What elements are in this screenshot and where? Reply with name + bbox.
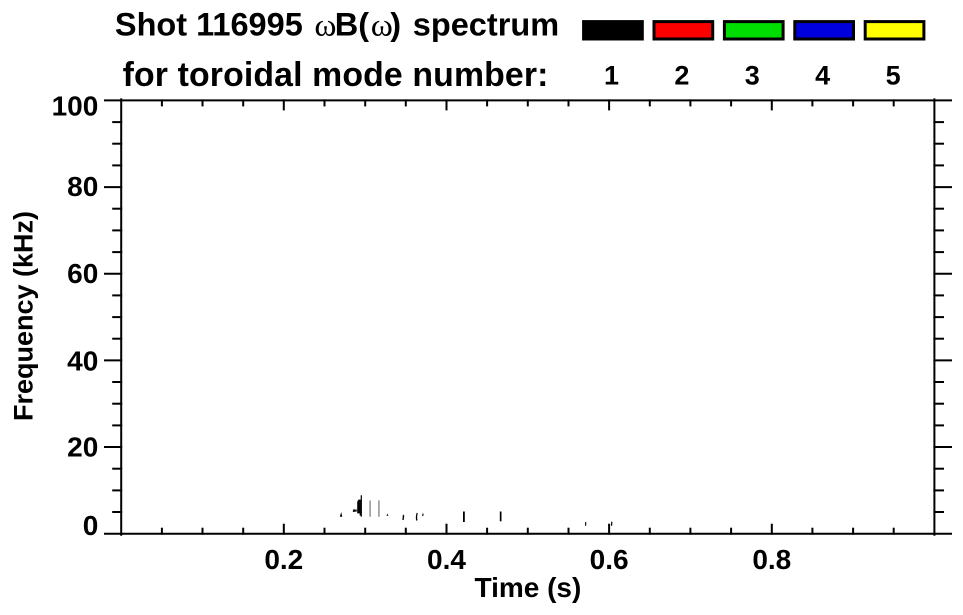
svg-text:40: 40 xyxy=(67,346,98,377)
svg-text:60: 60 xyxy=(67,258,98,289)
svg-text:Frequency (kHz): Frequency (kHz) xyxy=(9,211,39,421)
svg-text:0.8: 0.8 xyxy=(752,544,791,575)
svg-text:ω: ω xyxy=(314,8,336,43)
svg-text:1: 1 xyxy=(604,61,619,91)
svg-text:0.6: 0.6 xyxy=(590,544,629,575)
svg-text:0.2: 0.2 xyxy=(264,544,303,575)
svg-text:80: 80 xyxy=(67,171,98,202)
svg-text:0: 0 xyxy=(83,510,99,541)
svg-text:3: 3 xyxy=(745,61,760,91)
svg-text:20: 20 xyxy=(67,432,98,463)
svg-text:2: 2 xyxy=(674,61,689,91)
svg-text:100: 100 xyxy=(52,91,99,122)
svg-text:4: 4 xyxy=(815,61,830,91)
svg-text:spectrum: spectrum xyxy=(413,6,559,42)
svg-text:ω: ω xyxy=(371,8,393,43)
svg-text:Time (s): Time (s) xyxy=(474,572,581,603)
svg-text:5: 5 xyxy=(886,61,901,91)
svg-text:): ) xyxy=(390,6,401,42)
svg-text:B(: B( xyxy=(335,6,369,42)
svg-text:for toroidal mode number:: for toroidal mode number: xyxy=(123,56,549,94)
svg-text:Shot 116995: Shot 116995 xyxy=(115,6,303,42)
svg-text:0.4: 0.4 xyxy=(427,544,466,575)
